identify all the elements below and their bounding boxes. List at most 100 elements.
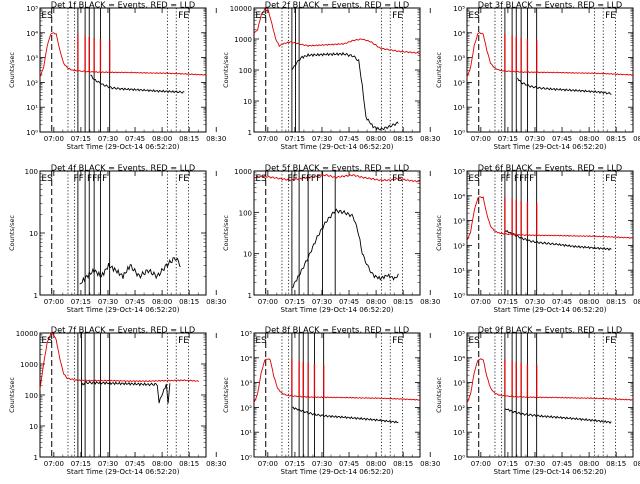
- y-tick-label: 10²: [240, 404, 252, 412]
- lld-series-line: [466, 358, 634, 404]
- x-tick-label: 08:00: [366, 298, 386, 306]
- panel-title: Det 4f BLACK = Events, RED = LLD: [51, 163, 195, 173]
- event-flag-label: FE: [605, 174, 616, 184]
- x-tick-label: 08:00: [152, 135, 172, 143]
- x-tick-label: 08:15: [606, 135, 626, 143]
- x-tick-label: 07:15: [71, 135, 91, 143]
- events-series-line: [517, 77, 612, 95]
- y-axis-label: Counts/sec: [435, 52, 443, 88]
- event-flag-label: FE: [178, 174, 189, 184]
- y-tick-label: 10⁵: [240, 330, 252, 338]
- panel-title: Det 8f BLACK = Events, RED = LLD: [265, 325, 409, 335]
- y-tick-label: 10⁰: [240, 454, 252, 462]
- event-flag-label: ES: [41, 336, 53, 346]
- event-flag-label: FF: [514, 174, 524, 184]
- y-tick-label: 10¹: [240, 429, 252, 437]
- events-series-line: [504, 229, 612, 251]
- y-axis-label: Counts/sec: [8, 377, 16, 413]
- event-flag-label: FE: [178, 336, 189, 346]
- y-axis-label: Counts/sec: [8, 52, 16, 88]
- panel-title: Det 3f BLACK = Events, RED = LLD: [478, 0, 622, 10]
- y-tick-label: 10¹: [453, 104, 465, 112]
- x-tick-label: 07:15: [285, 135, 305, 143]
- x-tick-label: 08:00: [152, 460, 172, 468]
- y-tick-label: 10⁰: [453, 292, 465, 300]
- panel-det-9: Det 9f BLACK = Events, RED = LLD 10⁰ 10¹ 10…: [435, 325, 640, 477]
- y-tick-label: 10: [29, 423, 38, 431]
- y-tick-label: 10⁵: [26, 5, 38, 13]
- x-tick-label: 07:15: [498, 135, 518, 143]
- plot-frame: [466, 170, 634, 296]
- x-tick-label: 07:45: [125, 460, 145, 468]
- y-tick-label: 1000: [234, 168, 252, 176]
- x-tick-label: 08:00: [152, 298, 172, 306]
- lld-series-line: [253, 174, 421, 183]
- x-tick-label: 07:00: [44, 460, 64, 468]
- x-tick-label: 07:30: [98, 298, 118, 306]
- lld-series-line: [466, 196, 634, 242]
- x-tick-label: 07:30: [312, 460, 332, 468]
- x-tick-label: 07:45: [339, 135, 359, 143]
- y-tick-label: 100: [25, 168, 38, 176]
- y-tick-label: 1: [34, 454, 38, 462]
- y-tick-label: 10³: [453, 380, 465, 388]
- x-tick-label: 08:30: [206, 298, 226, 306]
- x-tick-label: 07:00: [44, 298, 64, 306]
- y-tick-label: 10⁰: [453, 129, 465, 137]
- y-tick-label: 10²: [453, 404, 465, 412]
- y-tick-label: 10⁵: [453, 168, 465, 176]
- event-flag-label: FF: [500, 174, 510, 184]
- y-axis-label: Counts/sec: [222, 52, 230, 88]
- events-series-line: [81, 380, 171, 404]
- x-tick-label: 08:30: [206, 460, 226, 468]
- x-axis-label: Start Time (29-Oct-14 06:52:20): [67, 468, 180, 476]
- x-tick-label: 07:15: [285, 460, 305, 468]
- y-tick-label: 10⁴: [240, 355, 252, 363]
- y-tick-label: 1: [248, 292, 252, 300]
- plot-frame: [39, 332, 207, 458]
- events-series-line: [79, 257, 181, 285]
- x-tick-label: 07:30: [525, 135, 545, 143]
- x-tick-label: 08:15: [393, 135, 413, 143]
- x-tick-label: 08:30: [420, 298, 440, 306]
- plot-frame: [253, 332, 421, 458]
- x-axis-label: Start Time (29-Oct-14 06:52:20): [281, 306, 394, 314]
- x-tick-label: 08:00: [366, 135, 386, 143]
- y-tick-label: 10⁴: [26, 30, 38, 38]
- x-tick-label: 07:45: [339, 298, 359, 306]
- x-tick-label: 08:30: [420, 135, 440, 143]
- y-tick-label: 10²: [453, 79, 465, 87]
- event-flag-label: FE: [392, 11, 403, 21]
- y-tick-label: 10²: [453, 242, 465, 250]
- x-tick-label: 07:30: [312, 135, 332, 143]
- x-tick-label: 07:30: [98, 135, 118, 143]
- panel-title: Det 7f BLACK = Events, RED = LLD: [51, 325, 195, 335]
- x-tick-label: 07:15: [285, 298, 305, 306]
- x-tick-label: 08:30: [633, 135, 640, 143]
- event-flag-label: FE: [178, 11, 189, 21]
- x-tick-label: 08:00: [579, 460, 599, 468]
- y-tick-label: 10³: [453, 55, 465, 63]
- event-flag-label: ES: [468, 336, 480, 346]
- event-flag-label: FF: [301, 174, 311, 184]
- y-axis-label: Counts/sec: [8, 215, 16, 251]
- y-tick-label: 10¹: [453, 267, 465, 275]
- y-tick-label: 1000: [234, 36, 252, 44]
- event-flag-label: ES: [468, 174, 480, 184]
- panel-det-7: Det 7f BLACK = Events, RED = LLD 1 10 100 10…: [8, 325, 226, 477]
- lld-series-line: [253, 358, 421, 404]
- panel-det-6: Det 6f BLACK = Events, RED = LLD 10⁰ 10¹ 10…: [435, 163, 640, 315]
- y-axis-label: Counts/sec: [435, 377, 443, 413]
- events-series-line: [291, 208, 399, 289]
- y-tick-label: 10⁴: [453, 30, 465, 38]
- y-tick-label: 10⁵: [453, 330, 465, 338]
- y-axis-label: Counts/sec: [435, 215, 443, 251]
- plot-frame: [39, 170, 207, 296]
- lld-series-line: [253, 8, 420, 54]
- x-tick-label: 08:15: [179, 135, 199, 143]
- x-tick-label: 07:30: [525, 460, 545, 468]
- y-tick-label: 10²: [26, 79, 38, 87]
- y-tick-label: 10⁰: [26, 129, 38, 137]
- event-flag-label: FF: [311, 174, 321, 184]
